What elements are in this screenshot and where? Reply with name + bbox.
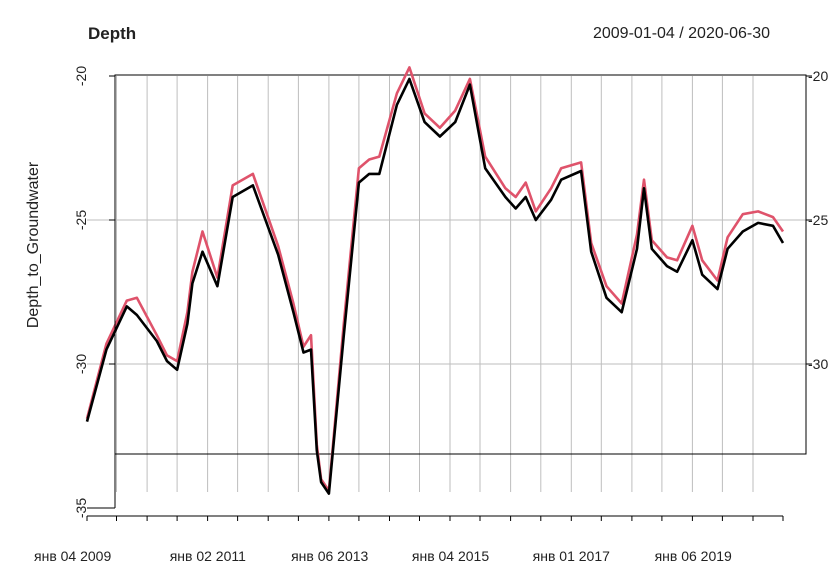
- series-lines: [85, 66, 785, 495]
- y-tick-label-right: -30: [808, 356, 828, 372]
- chart-title: Depth: [88, 24, 136, 43]
- x-tick-label: янв 02 2011: [170, 548, 246, 564]
- series-line-2: [85, 66, 785, 493]
- x-tick-label: янв 04 2015: [412, 548, 489, 564]
- axes: -20 -25 -30 -35 -20 -25 -30 янв 04 2009 янв 02 2…: [34, 66, 828, 564]
- grid: [87, 76, 806, 492]
- y-axis-label: Depth_to_Groundwater: [25, 161, 42, 328]
- x-tick-label: янв 01 2017: [533, 548, 610, 564]
- y-tick-label-right: -20: [808, 68, 828, 84]
- x-tick-label: янв 06 2019: [655, 548, 732, 564]
- y-tick-label-left: -20: [73, 66, 89, 86]
- x-tick-label: янв 04 2009: [34, 548, 111, 564]
- chart-date-range: 2009-01-04 / 2020-06-30: [593, 25, 770, 42]
- y-tick-label-left: -35: [73, 498, 89, 518]
- series-line-1: [85, 77, 785, 495]
- y-tick-label-right: -25: [808, 212, 828, 228]
- x-tick-label: янв 06 2013: [291, 548, 368, 564]
- y-tick-label-left: -30: [73, 354, 89, 374]
- y-tick-label-left: -25: [73, 210, 89, 230]
